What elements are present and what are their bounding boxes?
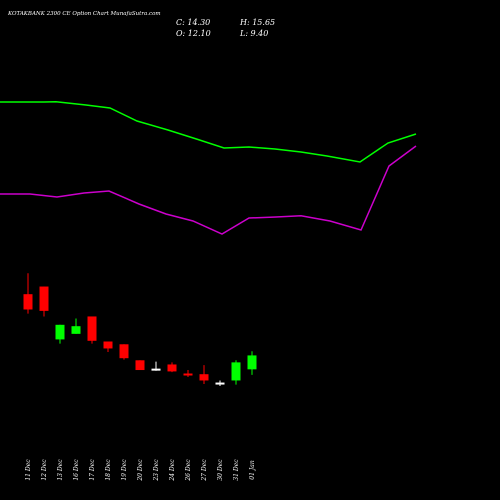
x-tick-label: 30 Dec: [217, 459, 224, 481]
high-value: H: 15.65: [239, 18, 275, 27]
candle-body: [87, 316, 97, 341]
candle-body: [199, 374, 209, 381]
candle-26-dec: [183, 370, 193, 377]
candle-body: [135, 360, 145, 371]
candle-body: [215, 382, 225, 385]
candle-body: [231, 362, 241, 381]
upper-line: [0, 100, 417, 163]
candle-body: [247, 355, 257, 370]
candle-27-dec: [199, 365, 209, 384]
candle-18-dec: [103, 341, 113, 352]
x-tick-label: 18 Dec: [105, 459, 112, 481]
x-tick-label: 16 Dec: [73, 459, 80, 481]
x-tick-label: 27 Dec: [201, 459, 208, 482]
candle-19-dec: [119, 344, 129, 360]
lower-line: [0, 145, 417, 235]
candle-16-dec: [71, 318, 81, 334]
x-tick-label: 23 Dec: [153, 459, 160, 482]
x-tick-label: 19 Dec: [121, 459, 128, 481]
x-tick-label: 13 Dec: [57, 459, 64, 481]
candle-31-dec: [231, 360, 241, 385]
x-tick-label: 26 Dec: [185, 459, 192, 482]
candle-body: [23, 294, 33, 310]
candle-body: [103, 341, 113, 349]
candle-11-dec: [23, 273, 33, 314]
candle-body: [183, 373, 193, 376]
x-tick-label: 20 Dec: [137, 459, 144, 482]
candle-body: [55, 324, 65, 340]
candle-17-dec: [87, 316, 97, 344]
candle-20-dec: [135, 360, 145, 371]
chart-title: KOTAKBANK 2300 CE Option Chart MunafaSut…: [7, 11, 161, 17]
open-value: O: 12.10: [176, 29, 211, 38]
x-tick-label: 01 Jan: [249, 460, 256, 480]
candle-30-dec: [215, 380, 225, 387]
candle-23-dec: [151, 361, 161, 371]
candle-body: [119, 344, 129, 359]
x-tick-label: 12 Dec: [41, 459, 48, 481]
candle-13-dec: [55, 324, 65, 344]
candlestick-series: [23, 273, 257, 387]
x-tick-label: 17 Dec: [89, 459, 96, 481]
candle-24-dec: [167, 362, 177, 373]
x-tick-label: 24 Dec: [169, 459, 176, 482]
candle-body: [151, 368, 161, 371]
date-axis: 11 Dec 12 Dec 13 Dec 16 Dec 17 Dec 18 Dec 19 D…: [25, 459, 256, 482]
candle-12-dec: [39, 286, 49, 317]
close-value: C: 14.30: [176, 18, 210, 27]
low-value: L: 9.40: [239, 29, 268, 38]
candle-01-jan: [247, 351, 257, 375]
candle-body: [167, 364, 177, 372]
candle-body: [71, 326, 81, 334]
x-tick-label: 11 Dec: [25, 459, 32, 481]
candle-body: [39, 286, 49, 311]
x-tick-label: 31 Dec: [233, 459, 240, 481]
indicator-lines: [0, 100, 417, 235]
